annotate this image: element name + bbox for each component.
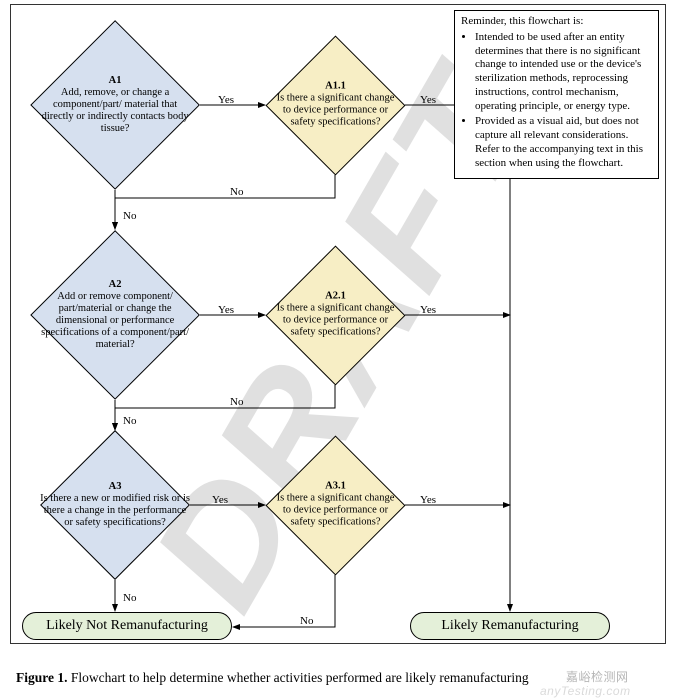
decision-text: A1Add, remove, or change a component/par… <box>40 75 190 135</box>
edge-label: No <box>123 592 136 604</box>
reminder-box: Reminder, this flowchart is: Intended to… <box>454 10 659 179</box>
decision-text: A1.1Is there a significant change to dev… <box>271 81 399 129</box>
caption-bold: Figure 1. <box>16 670 68 685</box>
figure-caption: Figure 1. Flowchart to help determine wh… <box>16 670 529 686</box>
edge-label: No <box>300 615 313 627</box>
decision-text: A2Add or remove component/ part/material… <box>40 279 190 351</box>
decision-text: A3.1Is there a significant change to dev… <box>271 481 399 529</box>
edge-label: No <box>123 210 136 222</box>
edge-label: Yes <box>420 494 436 506</box>
edge-label: No <box>230 186 243 198</box>
edge-label: Yes <box>420 304 436 316</box>
terminal-likely-remanufacturing: Likely Remanufacturing <box>410 612 610 640</box>
edge-label: No <box>230 396 243 408</box>
terminal-label: Likely Remanufacturing <box>441 618 578 634</box>
edge-label: Yes <box>218 304 234 316</box>
reminder-bullet: Intended to be used after an entity dete… <box>475 31 652 114</box>
reminder-list: Intended to be used after an entity dete… <box>475 31 652 171</box>
reminder-bullet: Provided as a visual aid, but does not c… <box>475 115 652 170</box>
terminal-likely-not-remanufacturing: Likely Not Remanufacturing <box>22 612 232 640</box>
corner-watermark: 嘉峪检测网 <box>566 668 629 685</box>
edge-label: Yes <box>420 94 436 106</box>
caption-text: Flowchart to help determine whether acti… <box>68 670 529 685</box>
edge-label: Yes <box>218 94 234 106</box>
flowchart-canvas: DRAFT A1Add, remove, or change a compone… <box>0 0 680 699</box>
corner-watermark-faint: anyTesting.com <box>540 684 631 698</box>
decision-text: A2.1Is there a significant change to dev… <box>271 291 399 339</box>
reminder-title: Reminder, this flowchart is: <box>461 15 652 29</box>
edge-label: No <box>123 415 136 427</box>
edge-label: Yes <box>212 494 228 506</box>
decision-text: A3Is there a new or modified risk or is … <box>40 481 190 529</box>
terminal-label: Likely Not Remanufacturing <box>46 618 208 634</box>
